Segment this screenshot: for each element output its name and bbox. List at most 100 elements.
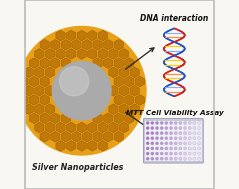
Polygon shape — [61, 40, 71, 50]
Polygon shape — [24, 67, 33, 78]
Polygon shape — [56, 49, 65, 59]
Circle shape — [165, 121, 168, 125]
Polygon shape — [109, 104, 118, 114]
Polygon shape — [29, 113, 39, 124]
Circle shape — [146, 147, 149, 150]
Circle shape — [60, 67, 89, 96]
Polygon shape — [72, 131, 81, 142]
Polygon shape — [114, 94, 123, 105]
Polygon shape — [130, 85, 139, 96]
Polygon shape — [77, 30, 86, 41]
Circle shape — [151, 132, 154, 135]
Circle shape — [174, 147, 177, 150]
Circle shape — [160, 152, 163, 155]
Circle shape — [179, 121, 182, 125]
Polygon shape — [35, 85, 44, 96]
Circle shape — [184, 142, 187, 145]
Circle shape — [165, 126, 168, 130]
Circle shape — [155, 147, 158, 150]
Circle shape — [197, 126, 201, 130]
Circle shape — [155, 121, 158, 125]
Circle shape — [146, 152, 149, 155]
Polygon shape — [120, 122, 129, 133]
Circle shape — [184, 132, 187, 135]
Polygon shape — [125, 94, 134, 105]
Polygon shape — [82, 131, 92, 142]
Polygon shape — [51, 40, 60, 50]
Circle shape — [184, 157, 187, 160]
Circle shape — [165, 132, 168, 135]
Circle shape — [174, 142, 177, 145]
Polygon shape — [130, 67, 139, 78]
Text: Silver Nanoparticles: Silver Nanoparticles — [32, 163, 124, 172]
Circle shape — [197, 157, 201, 160]
Circle shape — [179, 126, 182, 130]
Polygon shape — [114, 76, 123, 87]
Circle shape — [151, 142, 154, 145]
Circle shape — [151, 157, 154, 160]
Circle shape — [193, 152, 196, 155]
Polygon shape — [77, 141, 86, 151]
Polygon shape — [88, 30, 97, 41]
Circle shape — [188, 142, 191, 145]
Circle shape — [169, 147, 173, 150]
Polygon shape — [98, 141, 108, 151]
Polygon shape — [35, 122, 44, 133]
Polygon shape — [40, 94, 49, 105]
Circle shape — [160, 142, 163, 145]
Polygon shape — [93, 113, 102, 124]
Polygon shape — [98, 122, 108, 133]
Polygon shape — [109, 67, 118, 78]
Polygon shape — [40, 131, 49, 142]
Circle shape — [169, 132, 173, 135]
Polygon shape — [114, 40, 123, 50]
Polygon shape — [66, 49, 76, 59]
Circle shape — [165, 142, 168, 145]
Circle shape — [160, 147, 163, 150]
Circle shape — [169, 152, 173, 155]
Circle shape — [197, 121, 201, 125]
Polygon shape — [103, 40, 113, 50]
Polygon shape — [93, 131, 102, 142]
Circle shape — [179, 147, 182, 150]
Polygon shape — [29, 58, 39, 68]
Polygon shape — [51, 58, 60, 68]
Polygon shape — [120, 49, 129, 59]
Circle shape — [197, 152, 201, 155]
Polygon shape — [98, 30, 108, 41]
Polygon shape — [103, 113, 113, 124]
Polygon shape — [66, 30, 76, 41]
Polygon shape — [66, 122, 76, 133]
Circle shape — [146, 132, 149, 135]
Polygon shape — [56, 122, 65, 133]
Polygon shape — [56, 30, 65, 41]
Text: DNA interaction: DNA interaction — [140, 14, 208, 23]
Polygon shape — [93, 58, 102, 68]
Polygon shape — [56, 141, 65, 151]
Circle shape — [188, 132, 191, 135]
Polygon shape — [35, 104, 44, 114]
Polygon shape — [93, 40, 102, 50]
Circle shape — [179, 137, 182, 140]
Circle shape — [193, 142, 196, 145]
Circle shape — [151, 126, 154, 130]
Circle shape — [165, 152, 168, 155]
Circle shape — [197, 137, 201, 140]
Circle shape — [184, 126, 187, 130]
Circle shape — [151, 147, 154, 150]
Circle shape — [151, 121, 154, 125]
Circle shape — [160, 132, 163, 135]
Polygon shape — [135, 76, 145, 87]
Circle shape — [184, 137, 187, 140]
Polygon shape — [135, 94, 145, 105]
Polygon shape — [120, 104, 129, 114]
Polygon shape — [51, 113, 60, 124]
Circle shape — [193, 121, 196, 125]
Polygon shape — [40, 113, 49, 124]
Circle shape — [179, 142, 182, 145]
Polygon shape — [45, 104, 54, 114]
Polygon shape — [51, 131, 60, 142]
Circle shape — [160, 126, 163, 130]
Circle shape — [188, 137, 191, 140]
Polygon shape — [109, 122, 118, 133]
